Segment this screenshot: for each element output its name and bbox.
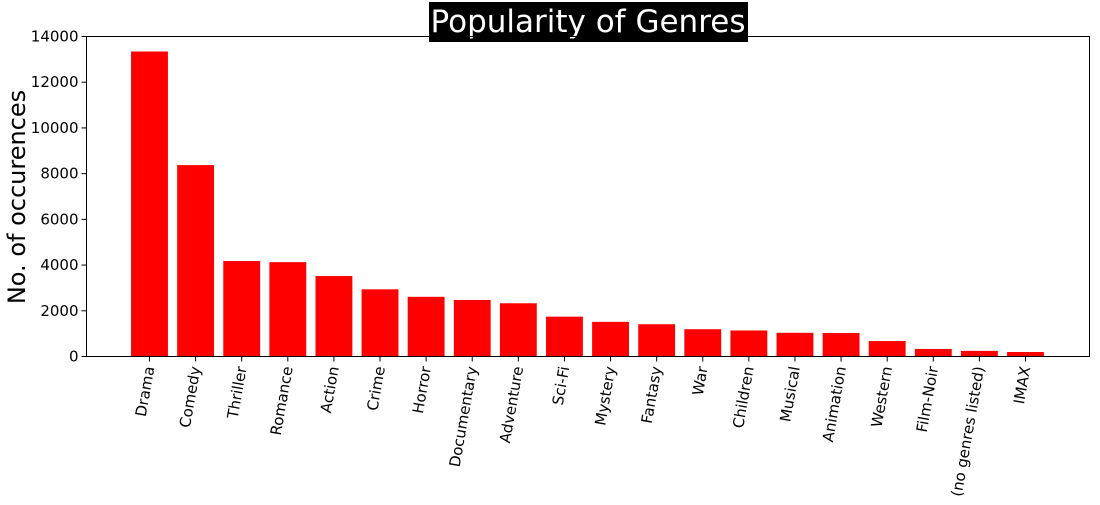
y-tick-label: 14000 (31, 28, 79, 46)
y-axis-label: No. of occurences (3, 90, 31, 304)
bar-sci-fi (546, 316, 583, 357)
plot-frame (86, 36, 1090, 357)
x-tick-label: War (689, 364, 712, 397)
bar-film-noir (914, 348, 952, 357)
bar-no-genres-listed (960, 350, 998, 357)
x-tick-label: (no genres listed) (948, 365, 989, 498)
x-tick-label: Musical (776, 365, 803, 423)
chart-title: Popularity of Genres (431, 4, 746, 40)
x-tick-label: Sci-Fi (549, 365, 574, 407)
bar-romance (269, 262, 307, 357)
x-tick-label: Western (868, 365, 896, 429)
y-tick-label: 0 (69, 348, 79, 366)
x-tick-label: Children (729, 365, 758, 430)
bar-children (730, 330, 768, 357)
x-tick-label: Fantasy (638, 365, 666, 425)
bar-mystery (592, 321, 629, 357)
x-tick-label: Film-Noir (913, 364, 942, 434)
x-tick-label: Romance (267, 365, 297, 437)
bar-western (868, 341, 906, 357)
bar-fantasy (638, 324, 676, 357)
x-tick-label: Horror (409, 364, 435, 415)
x-tick-label: Animation (819, 365, 850, 443)
y-tick-label: 12000 (31, 73, 79, 91)
y-tick-label: 8000 (40, 165, 78, 183)
bar-horror (407, 296, 445, 357)
x-tick-label: Mystery (591, 365, 619, 427)
y-tick-label: 2000 (40, 302, 78, 320)
bar-thriller (223, 261, 261, 357)
bars-group (131, 51, 1044, 357)
bar-musical (776, 332, 814, 357)
bar-crime (361, 289, 399, 357)
bar-imax (1007, 352, 1044, 357)
bar-animation (822, 333, 860, 357)
x-tick-label: Drama (132, 365, 159, 418)
x-tick-label: Thriller (224, 364, 251, 421)
x-tick-label: IMAX (1010, 365, 1034, 405)
bar-adventure (499, 303, 537, 357)
y-tick-label: 4000 (40, 256, 78, 274)
x-tick-label: Action (317, 365, 343, 414)
y-tick-label: 6000 (40, 210, 78, 228)
bar-action (315, 276, 353, 357)
x-tick-label: Comedy (176, 365, 204, 429)
x-tick-label: Documentary (446, 365, 481, 469)
bar-comedy (177, 165, 215, 357)
x-tick-label: Adventure (496, 365, 527, 445)
bar-war (684, 329, 722, 357)
bar-documentary (453, 300, 491, 357)
chart-title-background (429, 2, 748, 42)
bar-drama (131, 51, 168, 357)
x-tick-label: Crime (363, 365, 388, 412)
x-axis-ticks: Drama Comedy Thriller Romance Action Crime Hor… (132, 356, 1034, 498)
y-tick-label: 10000 (31, 119, 79, 137)
y-axis-ticks: 0 2000 4000 6000 8000 10000 12000 14000 (31, 28, 87, 366)
